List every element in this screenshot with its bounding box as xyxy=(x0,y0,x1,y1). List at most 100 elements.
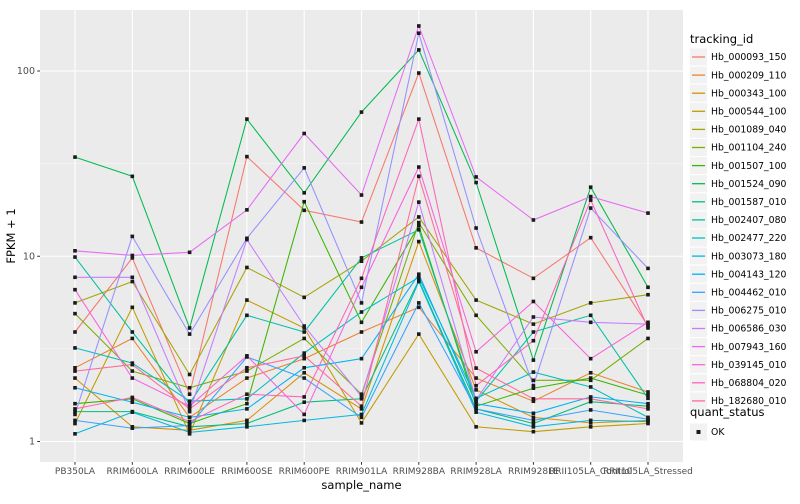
data-point xyxy=(187,401,192,406)
data-point xyxy=(588,378,593,383)
x-tick-label: RRII105LA_Control xyxy=(549,467,632,477)
data-point xyxy=(359,301,364,305)
data-point xyxy=(646,322,650,326)
legend-item-Hb_003073_180: Hb_003073_180 xyxy=(690,247,787,265)
data-point xyxy=(187,404,192,409)
data-point xyxy=(187,250,192,255)
data-point xyxy=(245,376,249,380)
data-point xyxy=(588,425,593,429)
data-point xyxy=(417,227,421,232)
data-point xyxy=(245,298,249,302)
data-point xyxy=(73,409,77,414)
data-point xyxy=(646,320,650,325)
data-point xyxy=(588,194,593,199)
data-point xyxy=(130,234,135,239)
data-point xyxy=(474,366,478,370)
legend-label: Hb_007943_160 xyxy=(711,342,787,353)
data-point xyxy=(302,354,306,358)
legend-item-Hb_001587_010: Hb_001587_010 xyxy=(690,193,787,211)
data-point xyxy=(646,415,650,420)
data-point xyxy=(302,326,306,330)
data-point xyxy=(417,239,421,244)
legend-label: Hb_006275_010 xyxy=(711,306,787,317)
data-point xyxy=(245,401,249,406)
data-point xyxy=(417,224,421,228)
data-point xyxy=(187,423,192,428)
legend-item-Hb_039145_010: Hb_039145_010 xyxy=(690,356,787,374)
legend-label: Hb_001507_100 xyxy=(711,161,787,172)
data-point xyxy=(417,31,421,35)
data-point xyxy=(302,418,306,423)
legend-label: Hb_006586_030 xyxy=(711,324,787,335)
data-point xyxy=(73,311,77,316)
x-tick-label: RRIM928LE xyxy=(508,467,559,477)
data-point xyxy=(359,330,364,334)
quant-legend-label: OK xyxy=(711,427,725,438)
data-point xyxy=(73,385,77,390)
data-point xyxy=(417,305,421,310)
data-point xyxy=(73,376,77,380)
legend-item-Hb_000209_110: Hb_000209_110 xyxy=(690,66,787,84)
data-point xyxy=(531,218,536,222)
data-point xyxy=(73,369,77,373)
data-point xyxy=(130,400,135,404)
legend-label: Hb_004462_010 xyxy=(711,288,787,299)
data-point xyxy=(245,117,249,121)
data-point xyxy=(359,256,364,260)
data-point xyxy=(646,336,650,341)
data-point xyxy=(588,397,593,401)
data-point xyxy=(73,301,77,305)
legend-item-Hb_001089_040: Hb_001089_040 xyxy=(690,120,787,138)
data-point xyxy=(73,275,77,280)
data-point xyxy=(588,418,593,423)
legend-label: Hb_000093_150 xyxy=(711,52,787,63)
data-point xyxy=(245,392,249,397)
data-point xyxy=(302,208,306,213)
data-point xyxy=(531,358,536,362)
data-point xyxy=(531,338,536,343)
data-point xyxy=(359,276,364,281)
data-point xyxy=(646,211,650,215)
data-point xyxy=(73,155,77,159)
data-point xyxy=(531,386,536,390)
data-point xyxy=(588,313,593,318)
data-point xyxy=(73,249,77,253)
data-point xyxy=(130,330,135,334)
legend-tracking-id: tracking_id Hb_000093_150 Hb_000209_110 Hb_… xyxy=(690,32,787,410)
data-point xyxy=(187,326,192,330)
data-point xyxy=(646,419,650,424)
data-point xyxy=(646,393,650,397)
data-point xyxy=(474,313,478,318)
data-point xyxy=(417,117,421,121)
data-point xyxy=(646,292,650,297)
data-point xyxy=(73,287,77,292)
data-point xyxy=(302,356,306,361)
data-point xyxy=(187,419,192,424)
data-point xyxy=(73,346,77,350)
x-tick-label: RRIM600PE xyxy=(279,467,331,477)
legend-label: Hb_182680_010 xyxy=(711,396,787,407)
legend-item-Hb_002477_220: Hb_002477_220 xyxy=(690,229,787,247)
data-point xyxy=(130,369,135,373)
legend-label: Hb_002477_220 xyxy=(711,233,787,244)
data-point xyxy=(588,235,593,240)
quant-legend-title: quant_status xyxy=(690,405,765,419)
data-point xyxy=(130,305,135,310)
x-tick-label: RRII105LA_Stressed xyxy=(603,467,693,477)
data-point xyxy=(646,266,650,271)
data-point xyxy=(359,415,364,420)
data-point xyxy=(474,383,478,388)
legend-item-Hb_001104_240: Hb_001104_240 xyxy=(690,139,787,156)
data-point xyxy=(187,409,192,414)
y-tick-label: 1 xyxy=(29,437,35,448)
data-point xyxy=(245,418,249,423)
y-tick-label: 100 xyxy=(17,66,35,77)
data-point xyxy=(531,330,536,334)
data-point xyxy=(187,372,192,377)
data-point xyxy=(417,48,421,52)
data-point xyxy=(245,313,249,318)
data-point xyxy=(474,226,478,230)
data-point xyxy=(359,356,364,361)
data-point xyxy=(187,430,192,435)
